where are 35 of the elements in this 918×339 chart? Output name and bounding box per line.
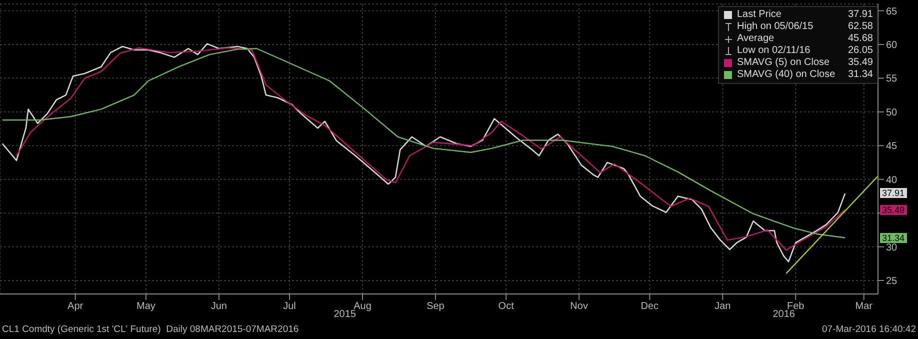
text: 2015 — [332, 309, 356, 320]
x-tick-label: Aug — [354, 301, 372, 312]
text: 35.49 — [882, 204, 905, 215]
legend-label: SMAVG (5) on Close — [737, 57, 831, 69]
text: Low on 02/11/16 26.05 — [737, 45, 873, 56]
annotation: 37.91 — [848, 9, 873, 21]
legend-label: SMAVG (40) on Close — [737, 69, 836, 81]
x-tick-label: Mar — [855, 301, 874, 312]
x-tick-label: Sep — [426, 301, 445, 312]
y-tick-label: 60 — [886, 40, 898, 52]
text: CL1 Comdty (Generic 1st 'CL' Future) Daily 08MAR2015-07MAR2016 — [2, 324, 299, 335]
y-tick-label: 50 — [886, 107, 898, 118]
x-tick-label: Apr — [68, 301, 84, 312]
text: Average 45.68 — [737, 33, 873, 44]
x-tick-label: Jan — [714, 301, 731, 312]
x-tick-label: Nov — [570, 301, 588, 312]
text: 07-Mar-2016 16:40:42 — [822, 324, 916, 335]
text: High on 05/06/15 62.58 — [737, 21, 873, 32]
y-tick-label: 40 — [886, 174, 898, 186]
y-tick-label: 55 — [886, 74, 898, 85]
x-tick-label: May — [136, 301, 156, 312]
y-tick-label: 65 — [886, 6, 898, 18]
text: 2016 — [772, 309, 795, 320]
x-tick-label: Jun — [210, 301, 227, 312]
y-tick-label: 30 — [886, 242, 898, 254]
text: 31.34 — [882, 232, 905, 243]
text: 37.91 — [882, 188, 905, 198]
legend-label: Last Price — [737, 9, 782, 21]
y-tick-label: 45 — [886, 141, 898, 152]
x-tick-label: Oct — [498, 301, 514, 312]
x-tick-label: Jul — [283, 301, 296, 312]
y-tick-label: 25 — [886, 276, 898, 288]
x-tick-label: Dec — [640, 301, 659, 312]
annotation: 31.34 — [848, 69, 873, 81]
annotation: 35.49 — [848, 57, 873, 69]
